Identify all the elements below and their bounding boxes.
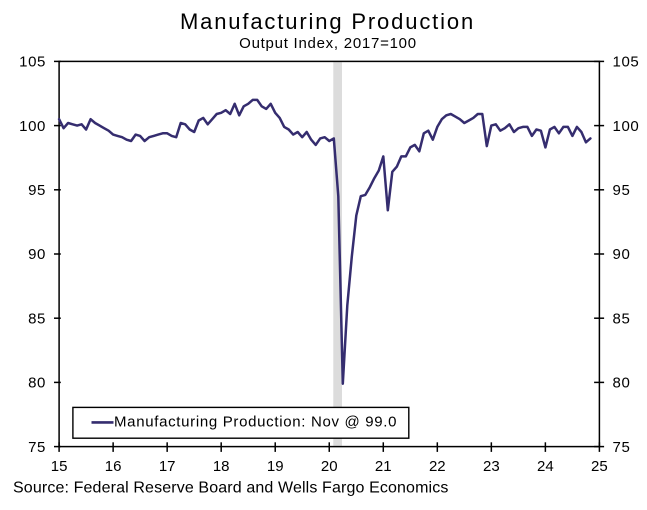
svg-text:95: 95 <box>613 182 631 199</box>
svg-text:16: 16 <box>105 458 122 475</box>
svg-text:25: 25 <box>591 458 608 475</box>
svg-text:Manufacturing Production: Manufacturing Production <box>180 9 475 34</box>
svg-text:105: 105 <box>19 54 46 71</box>
svg-text:18: 18 <box>213 458 230 475</box>
svg-text:90: 90 <box>613 246 631 263</box>
svg-text:105: 105 <box>613 54 640 71</box>
svg-text:75: 75 <box>28 439 46 456</box>
svg-text:100: 100 <box>19 118 46 135</box>
svg-text:80: 80 <box>28 375 46 392</box>
svg-text:17: 17 <box>159 458 176 475</box>
svg-text:85: 85 <box>613 310 631 327</box>
svg-text:21: 21 <box>375 458 392 475</box>
svg-text:24: 24 <box>537 458 554 475</box>
svg-text:22: 22 <box>429 458 446 475</box>
svg-text:19: 19 <box>267 458 284 475</box>
svg-text:23: 23 <box>483 458 500 475</box>
svg-text:95: 95 <box>28 182 46 199</box>
svg-text:20: 20 <box>321 458 338 475</box>
svg-text:Source: Federal Reserve Board: Source: Federal Reserve Board and Wells … <box>13 480 449 497</box>
svg-text:80: 80 <box>613 375 631 392</box>
svg-text:85: 85 <box>28 310 46 327</box>
svg-text:Output Index, 2017=100: Output Index, 2017=100 <box>239 35 417 52</box>
svg-text:15: 15 <box>51 458 68 475</box>
svg-text:100: 100 <box>613 118 640 135</box>
svg-text:Manufacturing Production: Nov: Manufacturing Production: Nov @ 99.0 <box>114 414 397 431</box>
svg-text:90: 90 <box>28 246 46 263</box>
svg-text:75: 75 <box>613 439 631 456</box>
